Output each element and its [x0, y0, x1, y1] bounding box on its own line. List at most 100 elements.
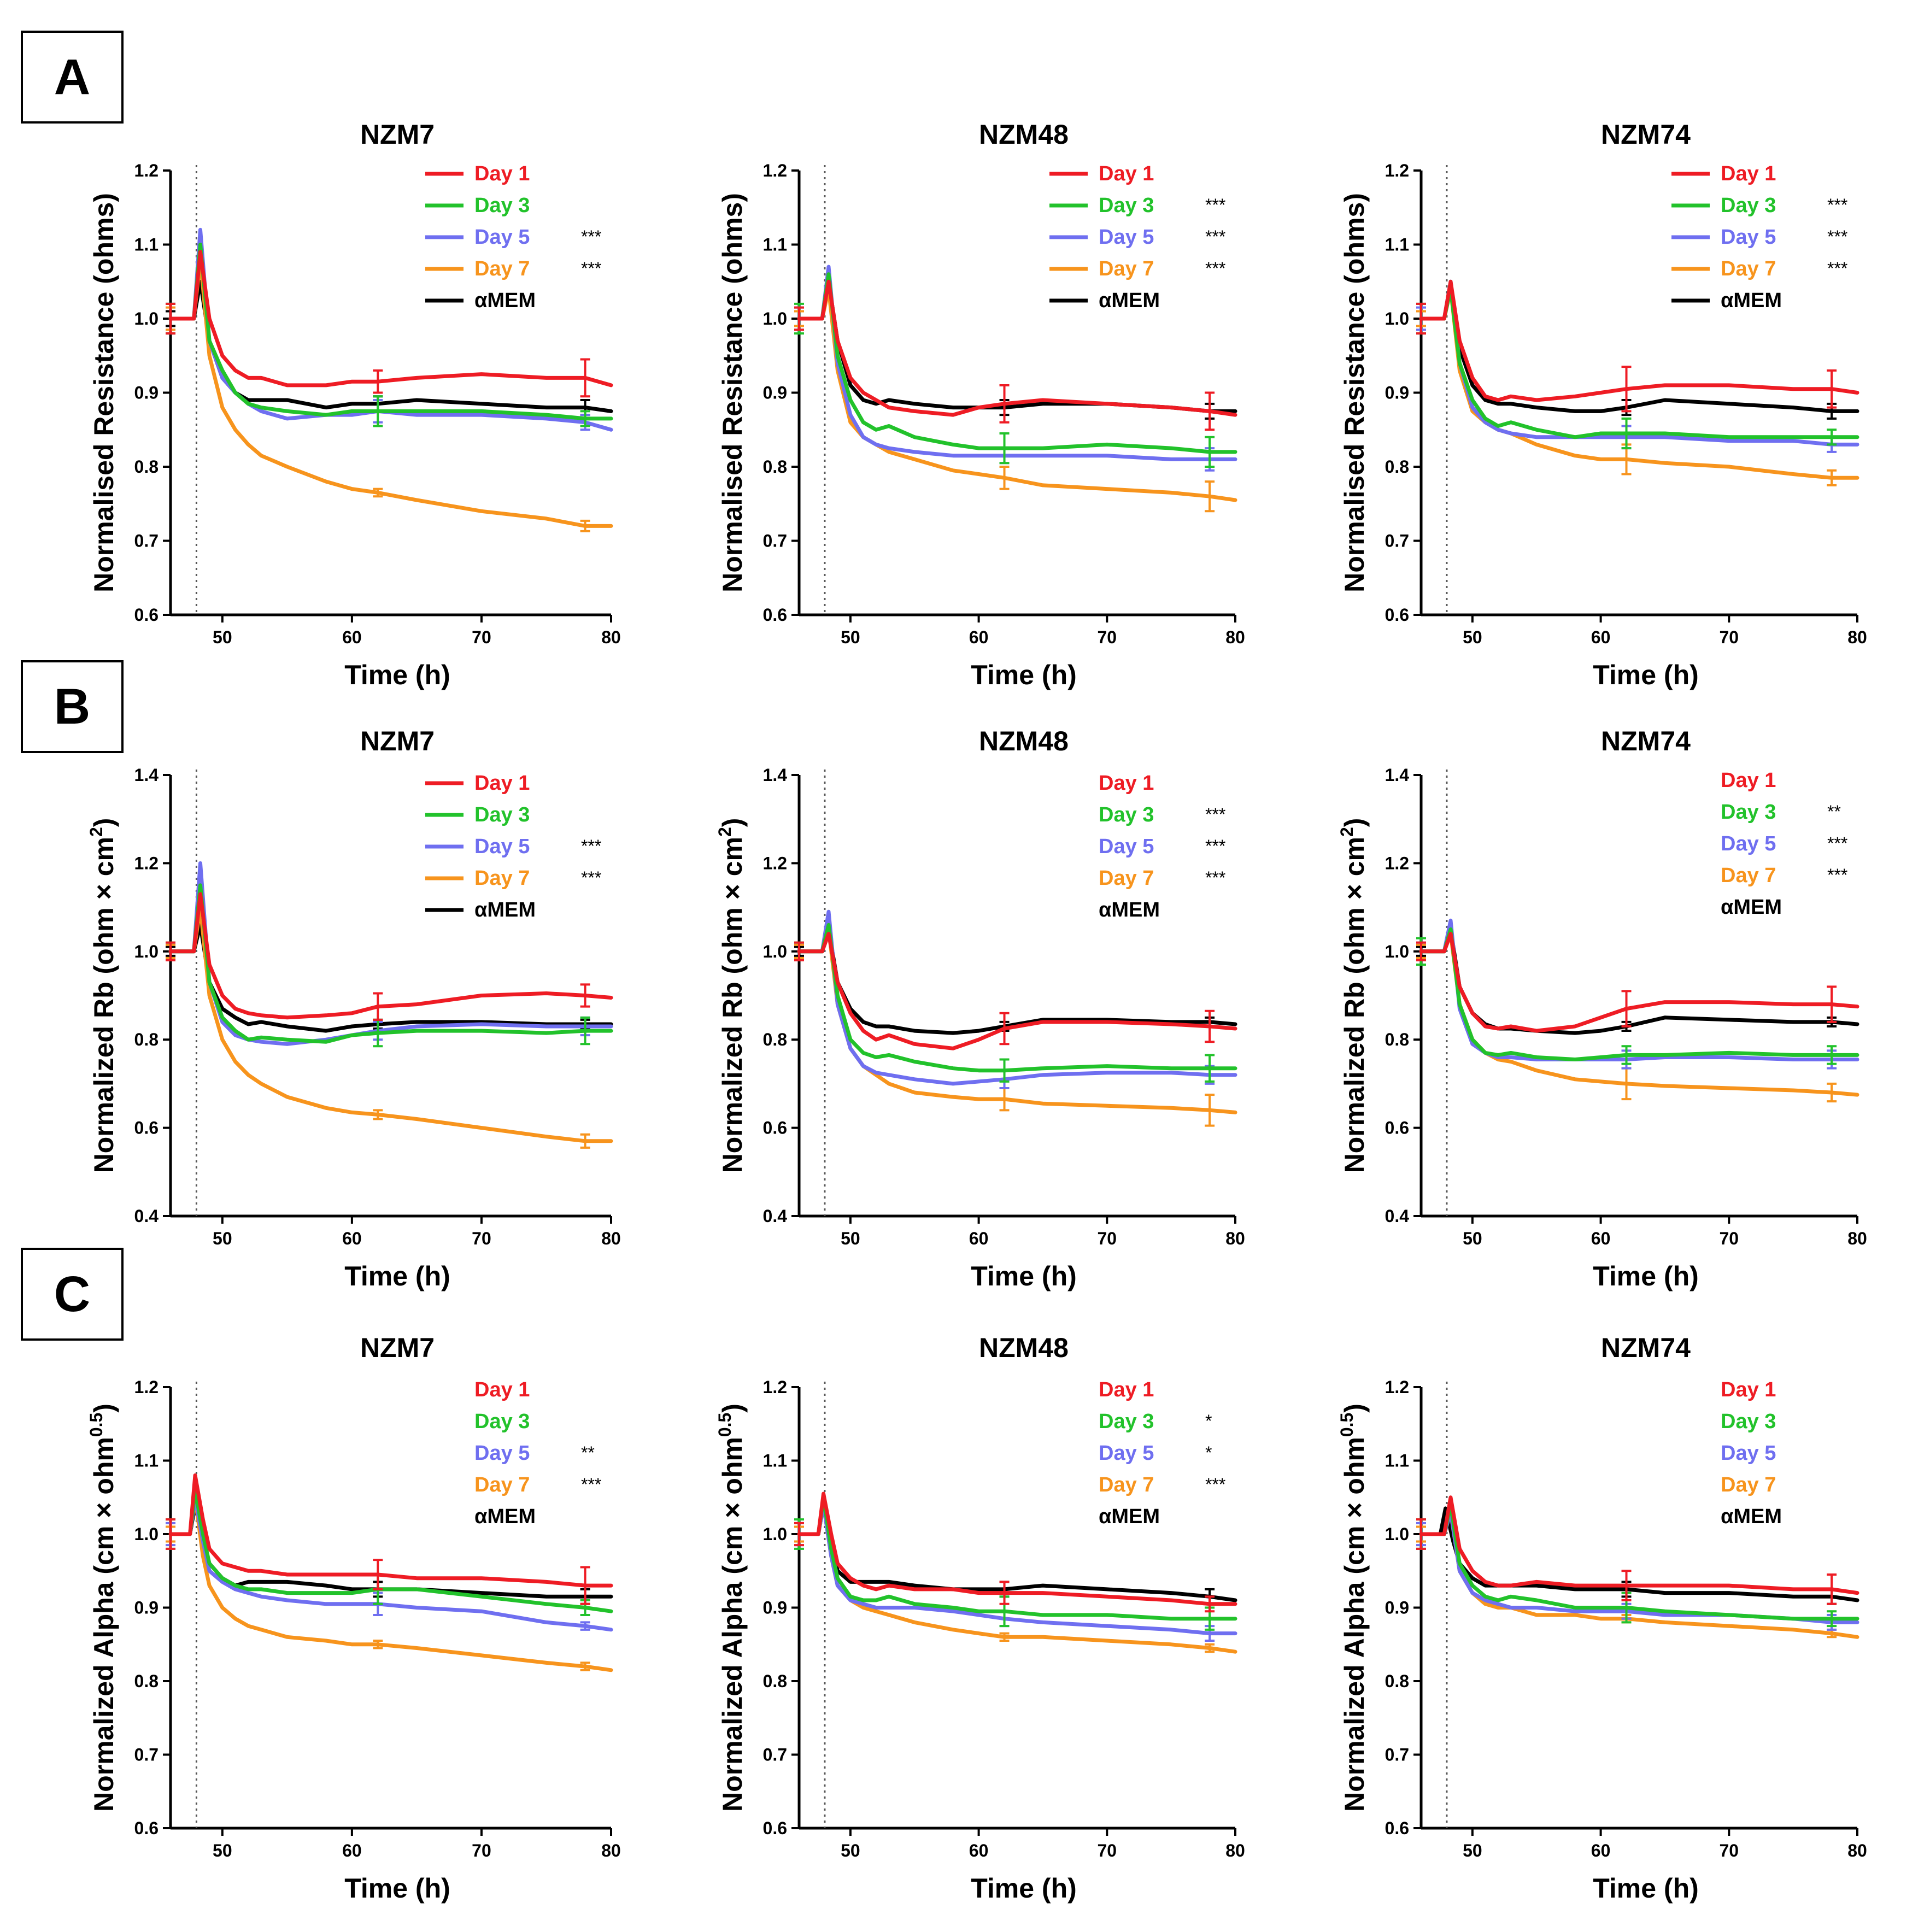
data-point	[545, 518, 547, 520]
error-bar	[1416, 1518, 1426, 1550]
data-point	[1106, 403, 1108, 405]
y-tick-label: 1.2	[763, 1377, 787, 1397]
y-tick-label: 1.0	[1385, 309, 1409, 328]
data-point	[849, 1047, 852, 1049]
data-point	[1106, 1595, 1108, 1598]
error-bar	[999, 1058, 1010, 1083]
data-point	[1042, 484, 1044, 486]
data-point	[875, 1599, 877, 1601]
data-point	[849, 1038, 852, 1041]
data-point	[221, 1577, 224, 1579]
data-point	[286, 1038, 288, 1041]
data-point	[1792, 1059, 1794, 1061]
data-point	[610, 1669, 612, 1671]
legend-label-day1: Day 1	[474, 162, 530, 185]
data-point	[286, 1636, 288, 1638]
legend-item-day7: Day 7 ***	[1099, 1473, 1225, 1496]
data-point	[1484, 418, 1486, 420]
data-point	[1471, 1592, 1474, 1594]
data-point	[875, 1581, 877, 1583]
y-tick-label: 0.7	[763, 531, 787, 551]
data-point	[221, 407, 224, 409]
data-point	[286, 384, 288, 386]
y-axis-label-superscript: 0.5	[86, 1413, 106, 1437]
panel-letter-a: A	[54, 49, 90, 105]
data-point	[234, 1034, 237, 1036]
legend-item-day5: Day 5 ***	[1671, 226, 1847, 249]
y-tick-label: 1.0	[1385, 942, 1409, 961]
legend-item-day1: Day 1	[1099, 1378, 1154, 1401]
data-point	[247, 377, 249, 379]
data-point	[828, 266, 830, 268]
data-point	[260, 377, 262, 379]
y-tick-label: 1.0	[763, 1524, 787, 1544]
x-tick-label: 80	[601, 1841, 621, 1860]
data-point	[1535, 428, 1538, 431]
data-point	[828, 933, 830, 935]
data-point	[1445, 1507, 1447, 1510]
legend-label-day1: Day 1	[474, 1378, 530, 1401]
data-point	[1728, 440, 1730, 442]
legend-significance: ***	[581, 259, 601, 278]
y-axis-label-superscript: 2	[1337, 827, 1357, 837]
data-point	[1856, 1599, 1858, 1601]
data-point	[1471, 1570, 1474, 1572]
legend-label-day7: Day 7	[1721, 257, 1776, 280]
legend-significance: *	[1205, 1411, 1212, 1431]
series-line-day1	[1419, 1495, 1859, 1595]
data-point	[849, 377, 852, 379]
data-point	[862, 1581, 864, 1583]
error-bar	[373, 488, 383, 498]
series-line-amem	[797, 927, 1237, 1035]
error-bar	[1827, 369, 1837, 409]
data-point	[1792, 436, 1794, 438]
y-axis-label: Normalised Resistance (ohms)	[717, 193, 748, 592]
y-tick-label: 1.4	[1385, 765, 1410, 785]
series-day3	[1416, 1502, 1859, 1628]
data-point	[545, 418, 547, 420]
data-point	[1471, 1043, 1474, 1045]
data-point	[1170, 1599, 1172, 1601]
data-point	[1497, 1584, 1499, 1587]
y-axis-label-end: )	[89, 1404, 119, 1413]
data-point	[1792, 1618, 1794, 1620]
x-tick-label: 50	[1463, 1841, 1482, 1860]
data-point	[1458, 340, 1460, 342]
series-day1	[1416, 279, 1859, 413]
y-axis-label: Normalized Alpha (cm × ohm0.5)	[86, 1404, 119, 1812]
data-point	[234, 1584, 237, 1587]
data-point	[1792, 440, 1794, 442]
y-tick-label: 1.0	[763, 942, 787, 961]
data-point	[286, 1017, 288, 1019]
data-point	[194, 1474, 196, 1476]
x-tick-label: 80	[1847, 627, 1867, 647]
data-point	[480, 410, 483, 412]
error-bar	[999, 1632, 1010, 1642]
chart-b-nzm74: NZM74 0.4 0.6 0.8 1.0 1.2 1.4 50 60 70 80 Time (h) N…	[1337, 726, 1867, 1291]
y-tick-label: 1.2	[134, 161, 159, 180]
legend-label-amem: αMEM	[1099, 899, 1160, 921]
data-point	[286, 410, 288, 412]
data-point	[286, 1096, 288, 1098]
data-point	[1106, 488, 1108, 490]
data-point	[1856, 1059, 1858, 1061]
data-point	[208, 340, 210, 342]
data-point	[545, 992, 547, 994]
error-bar	[1621, 1045, 1632, 1065]
data-point	[836, 355, 838, 357]
data-point	[952, 1083, 954, 1085]
series-line-day1	[168, 892, 613, 1020]
series-line-day3	[168, 1488, 613, 1613]
data-point	[1856, 1054, 1858, 1056]
error-bar	[373, 369, 383, 394]
data-point	[1535, 1599, 1538, 1601]
data-point	[1234, 1618, 1236, 1620]
data-point	[836, 1577, 838, 1579]
data-point	[480, 1030, 483, 1032]
data-point	[221, 995, 224, 996]
data-point	[875, 1607, 877, 1608]
data-point	[260, 1581, 262, 1583]
x-tick-label: 50	[1463, 627, 1482, 647]
error-bar	[1205, 1595, 1215, 1613]
y-tick-label: 1.0	[134, 942, 159, 961]
